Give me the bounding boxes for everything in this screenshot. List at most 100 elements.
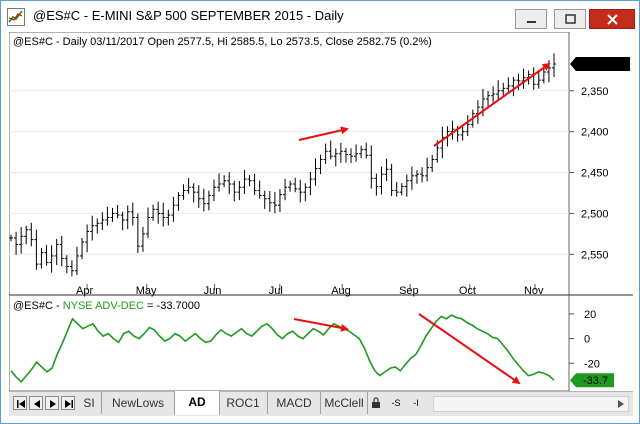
price-bar bbox=[552, 53, 556, 78]
price-bar bbox=[364, 142, 369, 159]
annotation-arrow-price-oct bbox=[433, 62, 551, 147]
price-bar bbox=[420, 167, 425, 183]
tab-ad[interactable]: AD bbox=[174, 391, 220, 415]
price-bar bbox=[389, 163, 394, 197]
price-bar bbox=[74, 246, 79, 276]
price-x-axis: Apr May Jun Jul Aug Sep Oct Nov bbox=[76, 284, 544, 297]
price-bar bbox=[298, 179, 303, 203]
price-bar bbox=[399, 183, 404, 196]
price-bar bbox=[34, 229, 39, 270]
price-bar bbox=[328, 140, 333, 160]
price-y-axis: 2,550 2,500 2,450 2,400 2,350 bbox=[569, 86, 609, 261]
price-bar bbox=[39, 247, 44, 269]
price-x-tick-label: Apr bbox=[76, 285, 93, 297]
price-bar bbox=[404, 174, 409, 197]
price-bar bbox=[151, 204, 156, 221]
nav-next-button[interactable] bbox=[45, 396, 59, 410]
price-bar bbox=[262, 190, 267, 209]
price-bar bbox=[465, 115, 470, 137]
indicator-label-prefix: @ES#C - bbox=[13, 300, 63, 312]
horizontal-scrollbar[interactable] bbox=[433, 396, 629, 412]
price-bar bbox=[9, 234, 13, 242]
indicator-label-name: NYSE ADV-DEC bbox=[63, 300, 144, 312]
price-bar bbox=[140, 226, 145, 252]
price-bar bbox=[450, 120, 455, 140]
nav-first-button[interactable] bbox=[13, 396, 27, 410]
nav-last-button[interactable] bbox=[61, 396, 75, 410]
price-bar bbox=[24, 225, 29, 245]
price-bar bbox=[54, 238, 59, 266]
price-bar bbox=[318, 154, 323, 175]
last-icon bbox=[65, 400, 73, 408]
price-bar bbox=[409, 166, 414, 190]
price-bar bbox=[105, 206, 110, 226]
price-bar bbox=[166, 209, 171, 226]
minimize-icon bbox=[527, 21, 536, 23]
price-bar bbox=[486, 90, 491, 107]
price-bar bbox=[110, 207, 115, 222]
price-bar bbox=[222, 175, 227, 188]
price-bar bbox=[100, 212, 105, 231]
price-bar bbox=[288, 180, 293, 192]
price-bar bbox=[384, 158, 389, 181]
last-indicator-badge: -33.7 bbox=[570, 373, 614, 388]
separate-scale-button[interactable]: -S bbox=[391, 398, 401, 408]
first-icon bbox=[17, 400, 25, 408]
price-bar bbox=[19, 227, 24, 254]
tab-mcclell[interactable]: McClell bbox=[321, 392, 368, 414]
price-bar bbox=[267, 190, 272, 212]
price-bar bbox=[130, 202, 135, 226]
price-bar bbox=[237, 181, 242, 201]
price-bar bbox=[217, 173, 222, 192]
chart-canvas[interactable]: 2,550 2,500 2,450 2,400 2,350 Apr May Jun Jul Au… bbox=[9, 32, 633, 391]
price-bar bbox=[206, 190, 211, 211]
chart-area[interactable]: 2,550 2,500 2,450 2,400 2,350 Apr May Jun Jul Au… bbox=[9, 32, 633, 391]
price-bar bbox=[379, 166, 384, 195]
price-bar bbox=[506, 77, 511, 92]
tab-macd[interactable]: MACD bbox=[268, 392, 321, 414]
price-bar bbox=[440, 126, 445, 159]
price-bar bbox=[95, 218, 100, 234]
price-y-tick-label: 2,450 bbox=[581, 168, 609, 180]
nav-prev-button[interactable] bbox=[29, 396, 43, 410]
separate-indicator-button[interactable]: -I bbox=[413, 398, 419, 408]
price-bar bbox=[115, 204, 120, 219]
price-bar bbox=[293, 177, 298, 193]
price-bar bbox=[333, 148, 338, 167]
price-bar bbox=[369, 145, 374, 189]
price-bar bbox=[90, 215, 95, 241]
scroll-right-icon[interactable] bbox=[615, 397, 627, 411]
price-x-tick-label: Jul bbox=[269, 285, 283, 297]
price-bar bbox=[359, 145, 364, 159]
tab-roc1[interactable]: ROC1 bbox=[219, 392, 268, 414]
close-button[interactable] bbox=[589, 9, 635, 29]
price-bar bbox=[247, 175, 252, 187]
maximize-button[interactable] bbox=[554, 9, 586, 29]
title-bar[interactable]: @ES#C - E-MINI S&P 500 SEPTEMBER 2015 - … bbox=[1, 1, 639, 31]
price-bar bbox=[491, 86, 496, 103]
indicator-y-tick-label: 20 bbox=[584, 309, 596, 321]
price-bar bbox=[374, 173, 379, 196]
price-bar bbox=[349, 148, 354, 163]
price-bar bbox=[496, 80, 501, 100]
lock-button[interactable] bbox=[369, 396, 383, 410]
price-bar bbox=[186, 178, 191, 194]
minimize-button[interactable] bbox=[515, 9, 547, 29]
close-icon bbox=[607, 14, 618, 25]
prev-icon bbox=[34, 400, 40, 408]
price-y-tick-label: 2,550 bbox=[581, 249, 609, 261]
price-bar bbox=[191, 183, 196, 203]
price-bar bbox=[425, 157, 430, 182]
app-chart-icon bbox=[7, 8, 25, 26]
price-bar bbox=[277, 189, 282, 213]
last-indicator-value: -33.7 bbox=[583, 375, 608, 387]
last-price-badge-shape bbox=[570, 57, 630, 72]
price-bar bbox=[14, 231, 19, 255]
price-bar bbox=[323, 143, 328, 164]
price-bar bbox=[227, 172, 232, 195]
lock-icon bbox=[372, 397, 380, 408]
tab-newlows[interactable]: NewLows bbox=[102, 392, 175, 414]
indicator-label-value: = -33.7000 bbox=[144, 300, 200, 312]
tab-si[interactable]: SI bbox=[77, 392, 102, 414]
